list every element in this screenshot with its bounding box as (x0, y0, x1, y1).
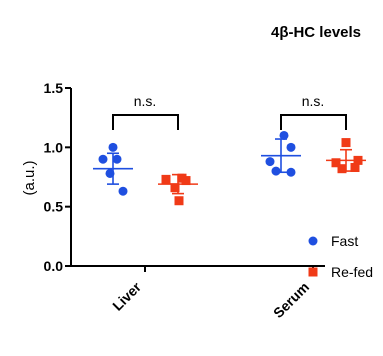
data-point (337, 164, 347, 174)
y-tick-label: 0.0 (44, 258, 64, 274)
data-point (105, 168, 115, 178)
data-point (112, 154, 122, 164)
data-point (279, 130, 289, 140)
y-axis-label: (a.u.) (21, 160, 38, 195)
data-point (118, 186, 128, 196)
significance-label: n.s. (134, 93, 157, 109)
axes: 0.0 0.5 1.0 1.5 Liver Serum (44, 80, 325, 321)
legend-label: Fast (331, 233, 358, 249)
significance-bracket (280, 114, 347, 130)
data-point (161, 174, 171, 184)
legend-marker (308, 267, 318, 277)
data-point (286, 142, 296, 152)
x-tick-label: Liver (109, 278, 144, 313)
data-point (98, 154, 108, 164)
y-tick-label: 1.0 (44, 139, 64, 155)
annotations: n.s. n.s. (112, 93, 347, 130)
legend-marker (308, 236, 318, 246)
y-tick-label: 0.5 (44, 199, 64, 215)
data-point (108, 142, 118, 152)
data-point (350, 163, 360, 173)
data-point (341, 138, 351, 148)
data-point (174, 196, 184, 206)
data-point (170, 183, 180, 193)
chart-title: 4β-HC levels (271, 24, 361, 41)
data-point (331, 158, 341, 168)
data-point (286, 167, 296, 177)
data-point (181, 176, 191, 186)
data-point (271, 166, 281, 176)
data-marks (93, 130, 366, 206)
legend: Fast Re-fed (308, 233, 373, 280)
significance-label: n.s. (302, 93, 325, 109)
x-tick-label: Serum (270, 279, 312, 321)
data-point (265, 157, 275, 167)
legend-label: Re-fed (331, 264, 373, 280)
data-point (353, 155, 363, 165)
y-tick-label: 1.5 (44, 80, 64, 96)
significance-bracket (112, 114, 179, 130)
